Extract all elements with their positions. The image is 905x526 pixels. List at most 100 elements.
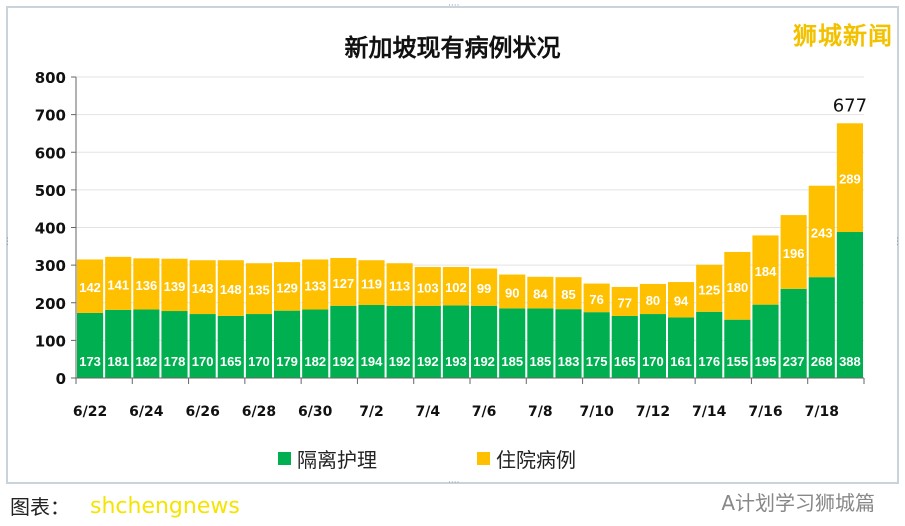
data-label: 136 bbox=[136, 278, 158, 293]
bar-isolation bbox=[471, 305, 498, 378]
bar-isolation bbox=[555, 309, 582, 378]
bar-isolation bbox=[668, 317, 695, 378]
data-label: 90 bbox=[505, 285, 519, 300]
bar-hospital bbox=[836, 123, 863, 233]
bar-isolation bbox=[808, 277, 835, 378]
bar-isolation bbox=[752, 304, 779, 378]
bar-hospital bbox=[611, 286, 638, 316]
data-label: 165 bbox=[220, 354, 242, 369]
data-label: 142 bbox=[79, 280, 101, 295]
bar-hospital bbox=[499, 274, 526, 309]
legend-swatch bbox=[278, 452, 291, 465]
x-tick-label: 6/26 bbox=[185, 404, 219, 420]
data-label: 113 bbox=[389, 279, 410, 294]
watermark: A计划学习狮城篇 bbox=[721, 491, 875, 515]
resize-handle-left[interactable]: ⋮ bbox=[3, 237, 12, 247]
bar-hospital bbox=[527, 276, 554, 309]
data-label: 141 bbox=[107, 277, 129, 292]
x-tick-label: 6/22 bbox=[73, 404, 107, 420]
x-tick-label: 7/18 bbox=[805, 404, 839, 420]
data-label: 102 bbox=[445, 280, 467, 295]
data-label: 165 bbox=[614, 354, 636, 369]
data-label: 170 bbox=[192, 354, 214, 369]
y-tick-label: 400 bbox=[35, 220, 66, 238]
bar-hospital bbox=[668, 282, 695, 318]
data-label: 184 bbox=[755, 264, 777, 279]
bar-hospital bbox=[639, 283, 666, 315]
bar-isolation bbox=[161, 311, 188, 378]
bar-hospital bbox=[386, 263, 413, 306]
data-label: 179 bbox=[276, 354, 298, 369]
data-label: 85 bbox=[561, 287, 575, 302]
data-label: 237 bbox=[783, 354, 805, 369]
bar-hospital bbox=[724, 251, 751, 320]
bar-hospital bbox=[414, 267, 441, 306]
bar-isolation bbox=[274, 310, 301, 378]
data-label: 135 bbox=[248, 283, 270, 298]
bar-hospital bbox=[555, 277, 582, 310]
y-tick-label: 600 bbox=[35, 144, 66, 162]
legend: 隔离护理 住院病例 bbox=[278, 444, 576, 473]
resize-handle-bottom[interactable]: ···· bbox=[448, 478, 460, 488]
data-label: 183 bbox=[558, 354, 580, 369]
data-label: 84 bbox=[533, 287, 548, 302]
bar-isolation bbox=[386, 305, 413, 378]
x-tick-label: 7/12 bbox=[636, 404, 670, 420]
data-label: 127 bbox=[333, 276, 355, 291]
bar-isolation bbox=[639, 314, 666, 378]
data-label: 133 bbox=[304, 279, 326, 294]
data-label: 80 bbox=[646, 293, 660, 308]
data-label: 193 bbox=[445, 354, 467, 369]
x-tick-label: 6/30 bbox=[298, 404, 333, 420]
bar-hospital bbox=[133, 258, 160, 310]
data-label: 194 bbox=[361, 354, 383, 369]
bar-isolation bbox=[217, 315, 244, 378]
legend-label: 隔离护理 bbox=[297, 448, 377, 472]
resize-handle-right[interactable]: ⋮ bbox=[893, 237, 902, 247]
data-label: 178 bbox=[164, 354, 186, 369]
resize-handle-top[interactable]: ···· bbox=[448, 1, 460, 11]
bar-isolation bbox=[358, 305, 385, 378]
data-label: 161 bbox=[670, 354, 692, 369]
bar-hospital bbox=[274, 262, 301, 311]
data-label: 119 bbox=[361, 277, 382, 292]
bar-hospital bbox=[217, 260, 244, 316]
bar-isolation bbox=[302, 309, 329, 378]
x-tick-label: 7/14 bbox=[692, 404, 727, 420]
bar-isolation bbox=[611, 315, 638, 378]
bar-hospital bbox=[752, 235, 779, 305]
bar-isolation bbox=[696, 311, 723, 378]
bar-hospital bbox=[808, 185, 835, 278]
data-label: 173 bbox=[79, 354, 101, 369]
data-label: 77 bbox=[618, 295, 632, 310]
legend-item-isolation: 隔离护理 bbox=[278, 444, 377, 473]
bar-hospital bbox=[189, 260, 216, 315]
bar-isolation bbox=[583, 312, 610, 378]
legend-swatch bbox=[477, 452, 490, 465]
data-label: 139 bbox=[164, 279, 186, 294]
data-label: 196 bbox=[783, 246, 805, 261]
data-label: 192 bbox=[333, 354, 355, 369]
data-label: 185 bbox=[501, 354, 523, 369]
data-label: 192 bbox=[473, 354, 495, 369]
bar-hospital bbox=[161, 258, 188, 312]
bar-isolation bbox=[133, 309, 160, 378]
data-label: 143 bbox=[192, 281, 214, 296]
legend-item-hospital: 住院病例 bbox=[477, 444, 576, 473]
data-label: 195 bbox=[755, 354, 777, 369]
logo: 狮城新闻 bbox=[793, 22, 893, 50]
y-tick-label: 500 bbox=[35, 182, 66, 200]
data-label: 192 bbox=[389, 354, 411, 369]
x-tick-label: 7/8 bbox=[528, 404, 553, 420]
bar-isolation bbox=[189, 314, 216, 378]
data-label: 180 bbox=[727, 280, 749, 295]
data-label: 170 bbox=[642, 354, 664, 369]
data-label: 170 bbox=[248, 354, 270, 369]
caption: 图表： bbox=[10, 495, 70, 519]
data-label: 148 bbox=[220, 282, 242, 297]
x-tick-label: 7/2 bbox=[359, 404, 384, 420]
data-label: 182 bbox=[136, 354, 158, 369]
bar-isolation bbox=[724, 319, 751, 378]
site-watermark: shchengnews bbox=[90, 494, 240, 519]
